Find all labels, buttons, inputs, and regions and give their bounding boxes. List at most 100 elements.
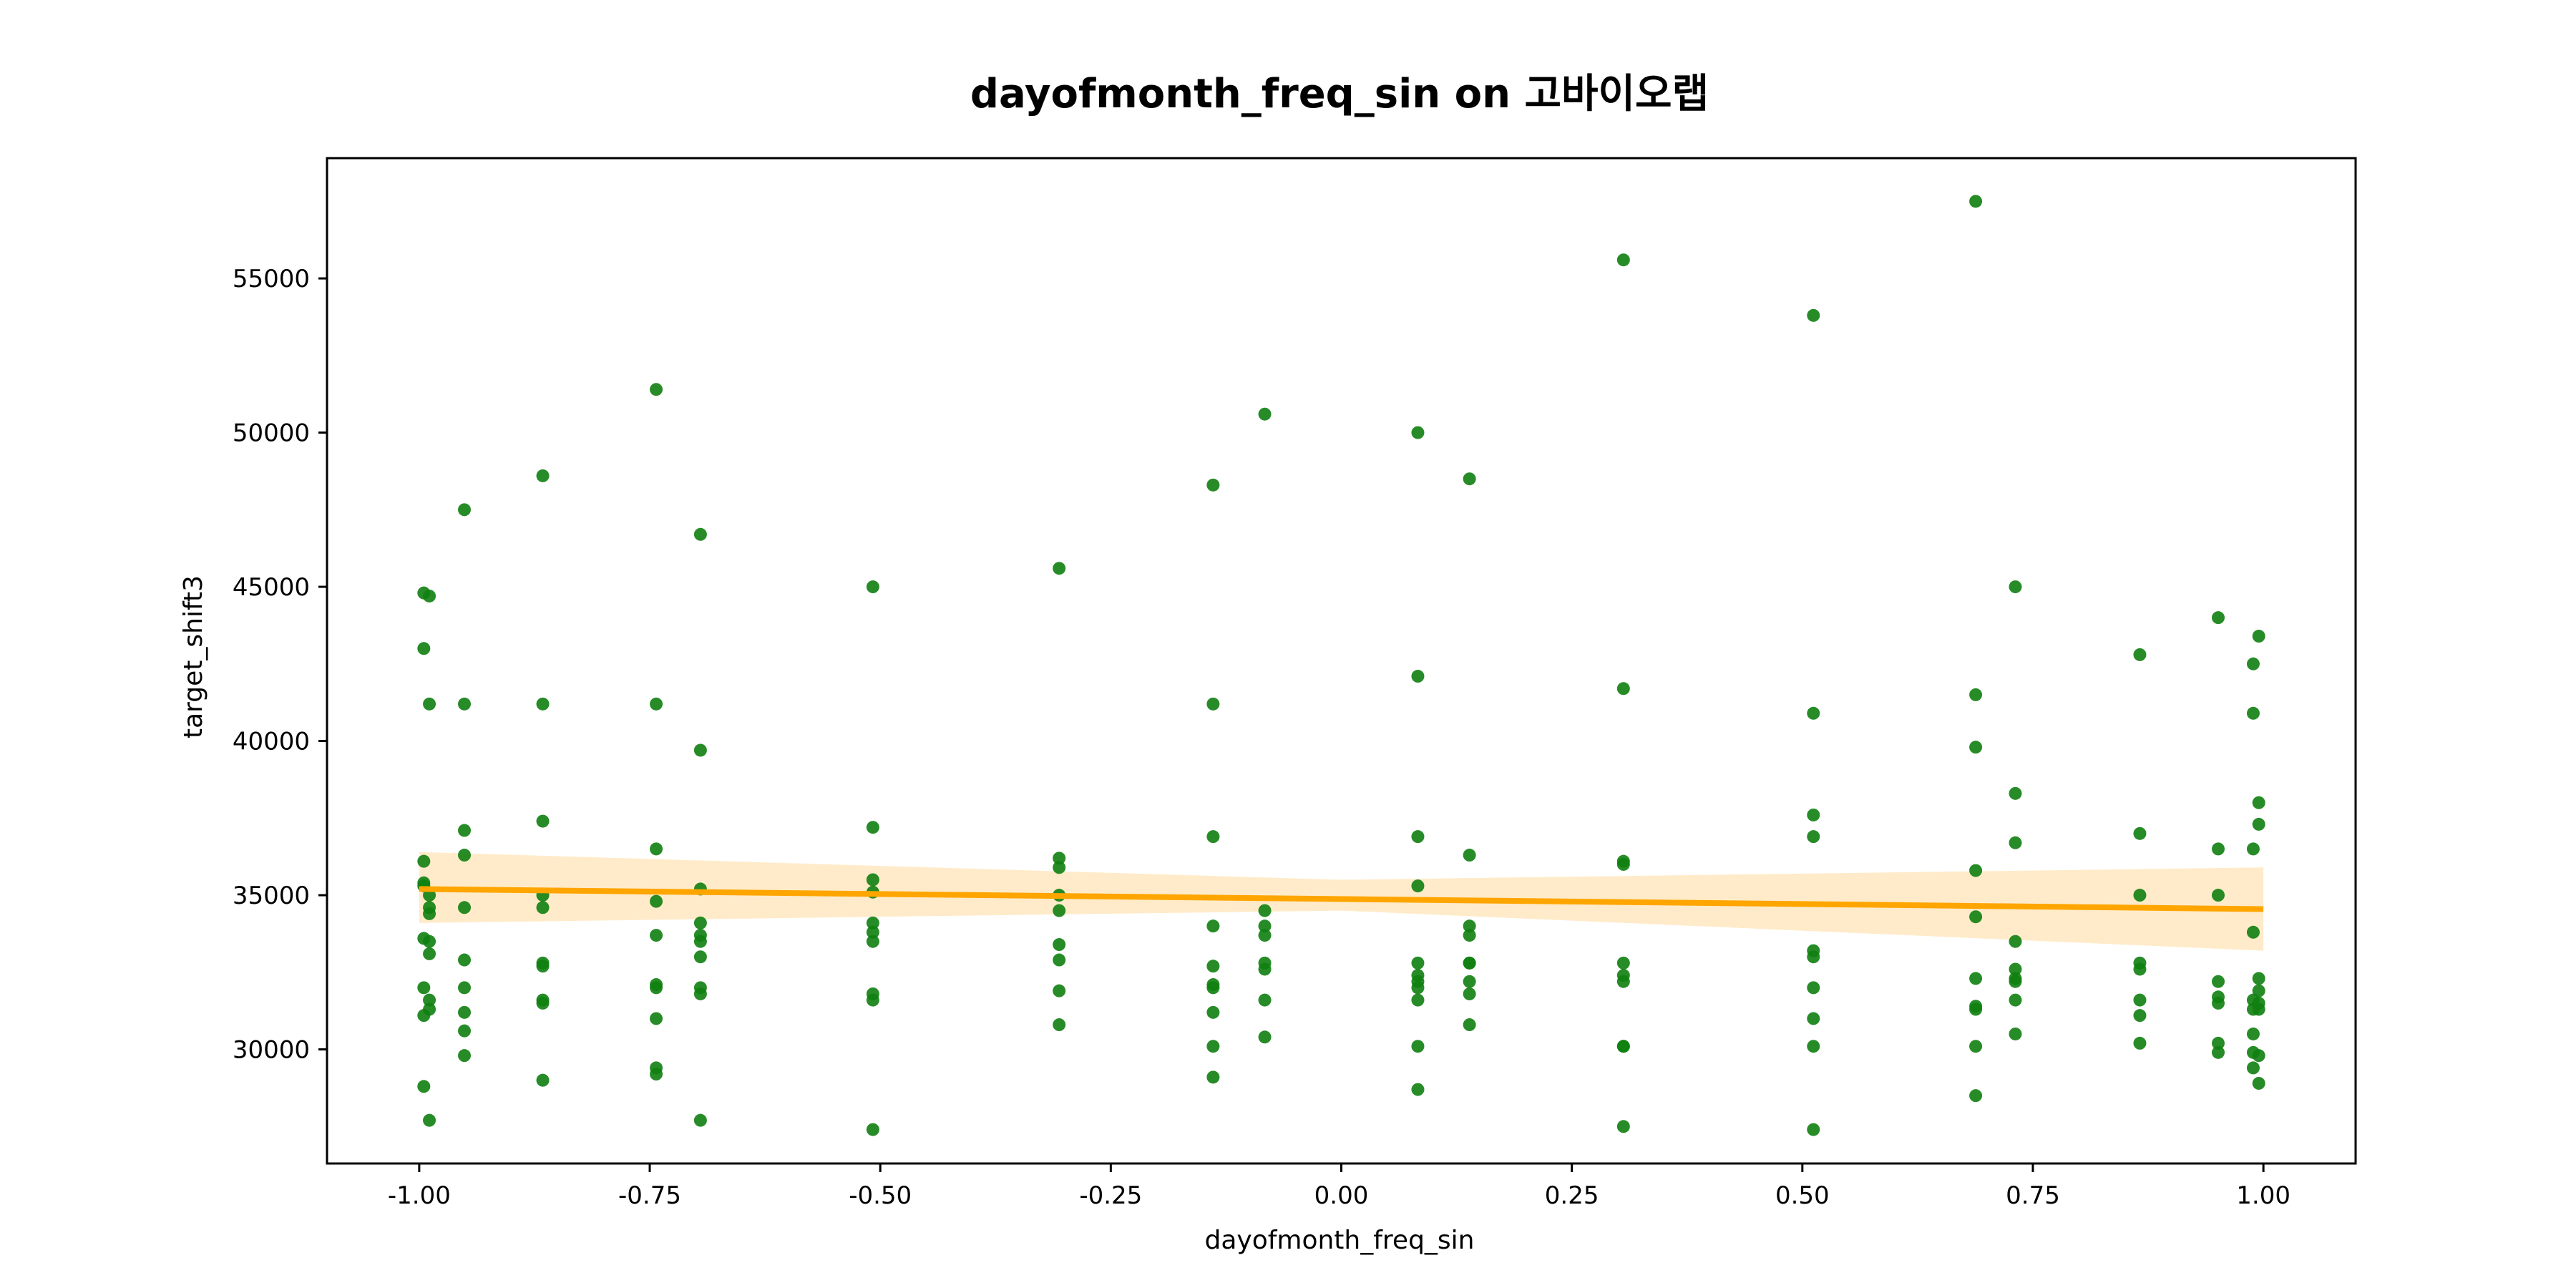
data-point	[423, 907, 436, 920]
data-point	[1807, 981, 1820, 995]
data-point	[1411, 956, 1425, 970]
data-point	[2252, 1076, 2265, 1090]
data-point	[1206, 1005, 1220, 1019]
data-point	[866, 993, 879, 1007]
data-point	[2009, 580, 2022, 594]
y-tick-label: 50000	[233, 419, 310, 448]
data-point	[458, 981, 472, 995]
data-point	[1463, 919, 1476, 933]
data-point	[458, 824, 472, 837]
y-tick-label: 40000	[233, 728, 310, 756]
data-point	[2252, 796, 2265, 809]
data-point	[1463, 929, 1476, 942]
data-point	[2133, 1009, 2147, 1023]
x-tick-label: -0.75	[618, 1181, 681, 1210]
data-point	[2133, 826, 2147, 840]
data-point	[2246, 842, 2260, 856]
data-point	[1411, 1083, 1425, 1096]
data-point	[2252, 972, 2265, 985]
data-point	[536, 901, 550, 914]
data-point	[458, 1049, 472, 1063]
data-point	[2133, 889, 2147, 902]
regression-line	[419, 886, 2264, 912]
data-point	[1807, 1040, 1820, 1053]
data-point	[1616, 956, 1630, 970]
data-point	[1616, 253, 1630, 267]
data-point	[1053, 904, 1066, 917]
data-point	[1411, 670, 1425, 683]
data-point	[693, 987, 707, 1000]
data-point	[1411, 981, 1425, 995]
data-point	[1258, 962, 1272, 976]
data-point	[1258, 919, 1272, 933]
data-point	[1206, 960, 1220, 973]
data-point	[1053, 984, 1066, 997]
data-point	[866, 925, 879, 939]
data-point	[1969, 1002, 1983, 1016]
data-point	[423, 947, 436, 960]
x-axis: -1.00 -0.75 -0.50 -0.25 0.00 0.25 0.50 0.75 1.00	[388, 1163, 2290, 1210]
data-point	[536, 1073, 550, 1087]
data-point	[650, 842, 663, 856]
data-point	[2009, 962, 2022, 976]
data-point	[1969, 864, 1983, 877]
data-point	[693, 1113, 707, 1127]
data-point	[458, 849, 472, 862]
data-point	[417, 1080, 431, 1093]
y-tick-label: 30000	[233, 1036, 310, 1065]
data-point	[866, 916, 879, 930]
data-point	[1807, 830, 1820, 844]
x-axis-label: dayofmonth_freq_sin	[1204, 1226, 1474, 1255]
data-point	[866, 873, 879, 887]
data-point	[458, 1005, 472, 1019]
data-point	[2211, 1036, 2225, 1050]
data-point	[1258, 407, 1272, 421]
data-point	[1807, 950, 1820, 964]
x-tick-label: -1.00	[388, 1181, 451, 1210]
data-point	[417, 854, 431, 868]
data-point	[1807, 1123, 1820, 1136]
y-tick-label: 45000	[233, 573, 310, 602]
data-point	[2252, 1049, 2265, 1063]
data-point	[2009, 1027, 2022, 1040]
x-tick-label: -0.25	[1079, 1181, 1142, 1210]
data-point	[1411, 426, 1425, 439]
data-point	[423, 1002, 436, 1016]
data-point	[1258, 929, 1272, 942]
data-point	[1053, 938, 1066, 952]
data-point	[2211, 889, 2225, 902]
plot-area	[326, 157, 2357, 1165]
data-point	[693, 743, 707, 757]
data-point	[423, 697, 436, 711]
y-tick-label: 35000	[233, 882, 310, 910]
data-point	[2133, 993, 2147, 1007]
data-point	[2211, 611, 2225, 625]
data-point	[650, 894, 663, 908]
data-point	[1463, 956, 1476, 970]
data-point	[536, 469, 550, 482]
data-point	[2009, 993, 2022, 1007]
data-point	[1053, 861, 1066, 874]
data-point	[1969, 741, 1983, 754]
data-point	[866, 580, 879, 594]
data-point	[1206, 919, 1220, 933]
x-tick-label: 0.50	[1775, 1181, 1830, 1210]
data-point	[536, 697, 550, 711]
y-axis-label: target_shift3	[179, 575, 208, 738]
data-point	[1258, 904, 1272, 917]
data-point	[1807, 1012, 1820, 1025]
data-point	[1969, 195, 1983, 208]
data-point	[1807, 706, 1820, 720]
data-point	[1463, 472, 1476, 486]
data-point	[2246, 657, 2260, 670]
data-point	[458, 901, 472, 914]
chart-title: dayofmonth_freq_sin on 고바이오랩	[970, 71, 1709, 117]
data-point	[423, 1113, 436, 1127]
data-point	[650, 929, 663, 942]
data-point	[2246, 1061, 2260, 1075]
data-point	[1616, 975, 1630, 988]
data-point	[458, 1024, 472, 1038]
data-point	[2133, 1036, 2147, 1050]
data-point	[2009, 836, 2022, 849]
